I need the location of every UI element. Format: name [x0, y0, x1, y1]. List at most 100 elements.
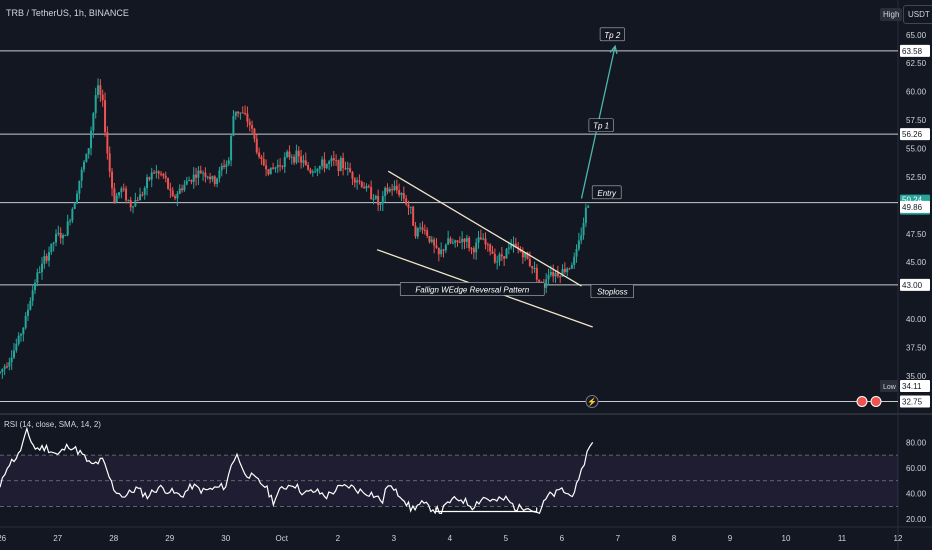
- target-arrow-head: [609, 44, 618, 55]
- candle-body: [500, 254, 503, 257]
- candle-body: [260, 156, 263, 160]
- candle-body: [227, 160, 230, 165]
- x-tick-label: 5: [504, 534, 509, 543]
- candle-body: [561, 268, 564, 277]
- high-badge: High: [880, 8, 903, 21]
- candle-body: [297, 150, 300, 157]
- candle-body: [230, 135, 233, 161]
- candle-body: [146, 177, 149, 188]
- candle-body: [92, 113, 95, 131]
- candle-body: [349, 168, 352, 173]
- candle-body: [426, 230, 429, 237]
- candle-body: [272, 167, 275, 169]
- candle-body: [447, 238, 450, 245]
- x-tick-label: 10: [782, 534, 791, 543]
- candle-body: [442, 249, 445, 251]
- y-tick-label: 45.00: [906, 258, 927, 267]
- candle-body: [507, 247, 510, 249]
- rsi-label[interactable]: RSI (14, close, SMA, 14, 2): [4, 420, 101, 429]
- candle-body: [510, 245, 513, 248]
- candle-body: [232, 116, 235, 136]
- y-tick-label: 55.00: [906, 144, 927, 153]
- candle-body: [370, 187, 373, 200]
- candle-body: [377, 195, 380, 205]
- currency-badge[interactable]: USDT: [903, 5, 932, 24]
- level-tag-label: 56.26: [902, 130, 923, 139]
- candle-body: [346, 168, 349, 170]
- lightning-icon: ⚡: [587, 396, 597, 406]
- candle-body: [211, 176, 214, 180]
- candle-body: [59, 232, 62, 239]
- candle-body: [1, 368, 4, 372]
- candle-body: [157, 171, 160, 174]
- candle-body: [181, 188, 184, 191]
- candle-body: [139, 194, 142, 201]
- candle-body: [304, 160, 307, 166]
- y-tick-label: 52.50: [906, 173, 927, 182]
- candle-body: [185, 180, 188, 185]
- symbol-title[interactable]: TRB / TetherUS, 1h, BINANCE: [6, 8, 129, 18]
- x-tick-label: 26: [0, 534, 7, 543]
- x-tick-label: 12: [894, 534, 903, 543]
- candle-body: [580, 235, 583, 241]
- candle-body: [386, 187, 389, 192]
- candle-body: [391, 189, 394, 191]
- candle-body: [64, 235, 67, 237]
- candle-body: [10, 357, 13, 363]
- candle-body: [314, 171, 317, 173]
- candle-body: [183, 184, 186, 191]
- candle-body: [244, 112, 247, 114]
- candle-body: [545, 279, 548, 288]
- candle-body: [496, 261, 499, 263]
- candle-body: [234, 111, 237, 117]
- candle-body: [29, 300, 32, 310]
- candle-body: [78, 180, 81, 194]
- candle-body: [283, 156, 286, 167]
- y-tick-label: 37.50: [906, 343, 927, 352]
- candle-body: [220, 165, 223, 171]
- candle-body: [407, 204, 410, 208]
- low-price-label: 34.11: [902, 382, 922, 391]
- candle-body: [549, 271, 552, 275]
- candle-body: [281, 166, 284, 168]
- candle-body: [239, 112, 242, 114]
- candle-body: [0, 371, 1, 373]
- candle-body: [524, 252, 527, 258]
- rsi-divergence-bracket: [435, 507, 538, 513]
- x-tick-label: 8: [672, 534, 677, 543]
- candle-body: [125, 188, 128, 201]
- level-tag: [900, 395, 930, 408]
- candle-body: [155, 171, 158, 173]
- flag-icon: [870, 395, 882, 407]
- candle-body: [363, 186, 366, 189]
- candle-body: [22, 327, 25, 335]
- annotation-text: Tp 2: [604, 31, 621, 40]
- candle-body: [223, 165, 226, 168]
- candle-body: [174, 196, 177, 199]
- candle-body: [521, 251, 524, 258]
- candle-body: [465, 237, 468, 242]
- candle-body: [76, 193, 79, 204]
- candle-body: [41, 263, 44, 273]
- candle-body: [290, 156, 293, 158]
- candle-body: [267, 169, 270, 175]
- annotation-text: Tp 1: [593, 122, 609, 131]
- candle-body: [351, 172, 354, 179]
- candle-body: [440, 249, 443, 255]
- level-tag: [900, 44, 930, 57]
- flag-icon: [856, 395, 868, 407]
- candle-body: [311, 171, 314, 173]
- candle-body: [433, 239, 436, 246]
- candle-body: [274, 167, 277, 169]
- rsi-tick-label: 60.00: [906, 464, 927, 473]
- candle-body: [118, 192, 121, 196]
- candle-body: [15, 343, 18, 351]
- candle-body: [528, 259, 531, 266]
- candle-body: [559, 276, 562, 278]
- candle-body: [66, 221, 69, 236]
- candle-body: [330, 158, 333, 162]
- candle-body: [111, 171, 114, 189]
- candle-body: [27, 309, 30, 316]
- candle-body: [552, 271, 555, 277]
- candle-body: [430, 239, 433, 242]
